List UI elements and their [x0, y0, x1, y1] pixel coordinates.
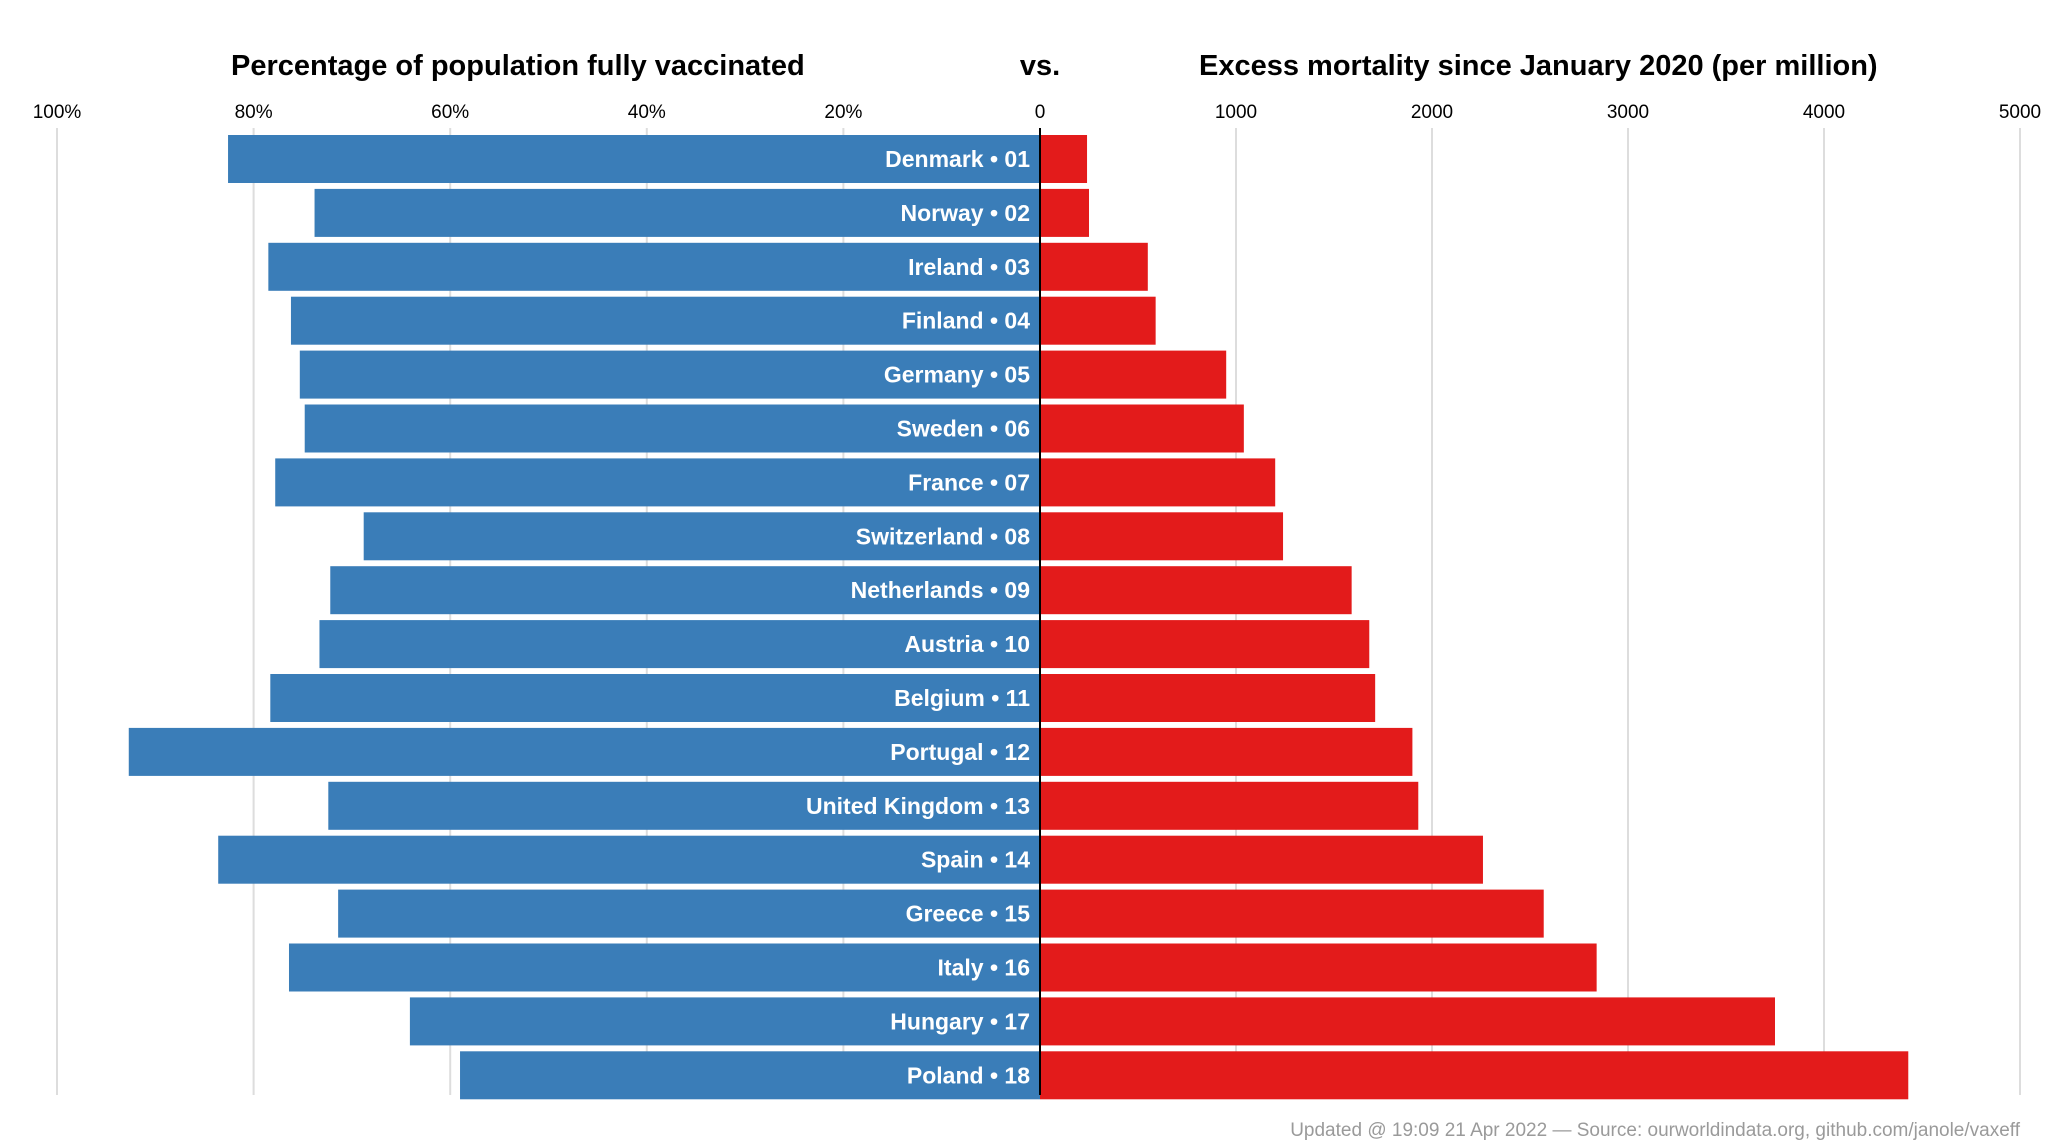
- country-label: Netherlands • 09: [851, 577, 1030, 603]
- country-label: Switzerland • 08: [856, 523, 1030, 549]
- title-excess-mortality: Excess mortality since January 2020 (per…: [1199, 50, 1878, 82]
- bar-vaccinated: [128, 727, 1040, 776]
- bar-excess-mortality: [1040, 674, 1376, 722]
- country-label: Ireland • 03: [908, 254, 1030, 280]
- country-label: Belgium • 11: [894, 685, 1030, 711]
- bar-excess-mortality: [1040, 188, 1089, 237]
- bar-excess-mortality: [1040, 242, 1148, 291]
- bar-vaccinated: [328, 781, 1041, 830]
- left-axis-tick-label: 20%: [824, 102, 862, 123]
- country-label: Spain • 14: [921, 847, 1030, 873]
- title-versus: vs.: [1020, 50, 1060, 82]
- bar-excess-mortality: [1040, 997, 1775, 1046]
- bars: [128, 135, 1909, 1100]
- bar-excess-mortality: [1040, 350, 1227, 399]
- bar-vaccinated: [299, 350, 1040, 399]
- bar-vaccinated: [314, 188, 1040, 237]
- bar-excess-mortality: [1040, 1051, 1909, 1100]
- bar-vaccinated: [288, 943, 1040, 992]
- country-label: Austria • 10: [904, 631, 1030, 657]
- bar-vaccinated: [363, 512, 1040, 561]
- right-axis-tick-label: 4000: [1803, 102, 1845, 123]
- left-axis-tick-label: 40%: [628, 102, 666, 123]
- bar-excess-mortality: [1040, 835, 1483, 884]
- country-label: Germany • 05: [884, 362, 1030, 388]
- left-axis-tick-label: 60%: [431, 102, 469, 123]
- bar-vaccinated: [290, 296, 1041, 345]
- bar-vaccinated: [275, 458, 1040, 507]
- bar-vaccinated: [270, 674, 1040, 722]
- bar-vaccinated: [338, 889, 1040, 938]
- country-label: Sweden • 06: [897, 416, 1030, 442]
- left-axis-tick-label: 0: [1035, 102, 1046, 123]
- bar-vaccinated: [330, 566, 1040, 615]
- right-axis-tick-label: 5000: [1999, 102, 2041, 123]
- country-label: Poland • 18: [907, 1062, 1030, 1088]
- bar-vaccinated: [460, 1051, 1040, 1100]
- bar-excess-mortality: [1040, 566, 1352, 615]
- country-label: United Kingdom • 13: [806, 793, 1030, 819]
- bar-vaccinated: [218, 835, 1040, 884]
- country-label: France • 07: [908, 469, 1030, 495]
- right-axis-tick-label: 3000: [1607, 102, 1649, 123]
- title-vaccination: Percentage of population fully vaccinate…: [231, 50, 805, 82]
- axis-tick-labels: 0 20% 40% 60% 80% 100% 1000 2000 3000 4000 5000: [33, 102, 2041, 123]
- bar-excess-mortality: [1040, 458, 1276, 507]
- bar-vaccinated: [409, 997, 1041, 1046]
- bar-excess-mortality: [1040, 889, 1544, 938]
- bar-excess-mortality: [1040, 512, 1284, 561]
- country-label: Portugal • 12: [890, 739, 1030, 765]
- bar-vaccinated: [304, 404, 1040, 453]
- bar-vaccinated: [228, 135, 1041, 183]
- country-label: Italy • 16: [938, 955, 1030, 981]
- footer-source: Updated @ 19:09 21 Apr 2022 — Source: ou…: [1290, 1120, 2021, 1140]
- bar-excess-mortality: [1040, 727, 1413, 776]
- bar-vaccinated: [319, 620, 1040, 669]
- right-axis-tick-label: 2000: [1411, 102, 1453, 123]
- bar-excess-mortality: [1040, 943, 1597, 992]
- country-label: Finland • 04: [902, 308, 1030, 334]
- bar-excess-mortality: [1040, 404, 1244, 453]
- left-axis-tick-label: 100%: [33, 102, 82, 123]
- right-axis-tick-label: 1000: [1215, 102, 1257, 123]
- country-label: Hungary • 17: [890, 1008, 1030, 1034]
- left-axis-tick-label: 80%: [235, 102, 273, 123]
- country-label: Norway • 02: [901, 200, 1031, 226]
- country-label: Greece • 15: [906, 901, 1031, 927]
- bar-excess-mortality: [1040, 135, 1088, 183]
- category-labels: Denmark • 01 Norway • 02 Ireland • 03 Finla…: [806, 146, 1030, 1088]
- country-label: Denmark • 01: [885, 146, 1030, 172]
- bar-excess-mortality: [1040, 296, 1156, 345]
- bar-excess-mortality: [1040, 781, 1419, 830]
- bar-excess-mortality: [1040, 620, 1370, 669]
- bar-vaccinated: [268, 242, 1041, 291]
